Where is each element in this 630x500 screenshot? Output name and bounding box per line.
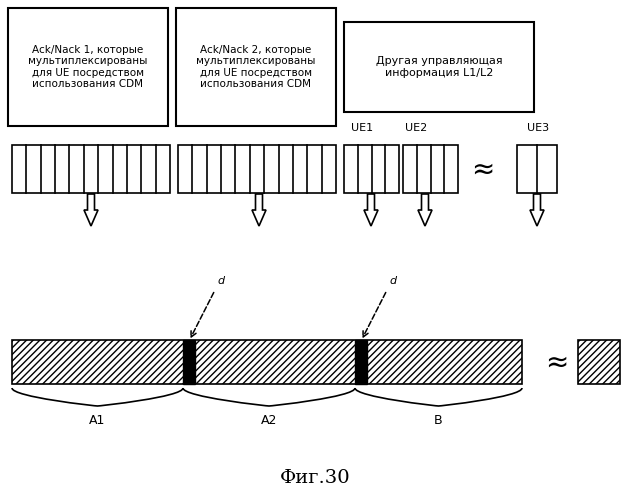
Text: d: d bbox=[389, 276, 396, 286]
Text: Ack/Nack 1, которые
мультиплексированы
для UE посредством
использования CDM: Ack/Nack 1, которые мультиплексированы д… bbox=[28, 44, 147, 90]
Polygon shape bbox=[364, 194, 378, 226]
Text: Ack/Nack 2, которые
мультиплексированы
для UE посредством
использования CDM: Ack/Nack 2, которые мультиплексированы д… bbox=[197, 44, 316, 90]
Text: $\approx$: $\approx$ bbox=[540, 348, 568, 376]
Text: d: d bbox=[217, 276, 224, 286]
Text: B: B bbox=[434, 414, 443, 427]
Bar bbox=[183, 340, 195, 384]
Bar bbox=[355, 340, 367, 384]
Bar bbox=[578, 340, 620, 384]
Bar bbox=[178, 145, 336, 193]
Text: Другая управляющая
информация L1/L2: Другая управляющая информация L1/L2 bbox=[375, 56, 502, 78]
Text: UE2: UE2 bbox=[405, 123, 427, 133]
Polygon shape bbox=[530, 194, 544, 226]
Text: A2: A2 bbox=[261, 414, 277, 427]
Text: A1: A1 bbox=[89, 414, 106, 427]
Polygon shape bbox=[252, 194, 266, 226]
Polygon shape bbox=[84, 194, 98, 226]
Bar bbox=[12, 145, 170, 193]
Text: UE3: UE3 bbox=[527, 123, 549, 133]
Bar bbox=[517, 145, 557, 193]
Bar bbox=[344, 22, 534, 112]
Bar bbox=[8, 8, 168, 126]
Text: UE1: UE1 bbox=[351, 123, 373, 133]
Bar bbox=[344, 145, 399, 193]
Bar bbox=[403, 145, 458, 193]
Polygon shape bbox=[418, 194, 432, 226]
Bar bbox=[176, 8, 336, 126]
Text: Фиг.30: Фиг.30 bbox=[280, 469, 350, 487]
Text: $\approx$: $\approx$ bbox=[466, 155, 494, 183]
Bar bbox=[12, 340, 522, 384]
